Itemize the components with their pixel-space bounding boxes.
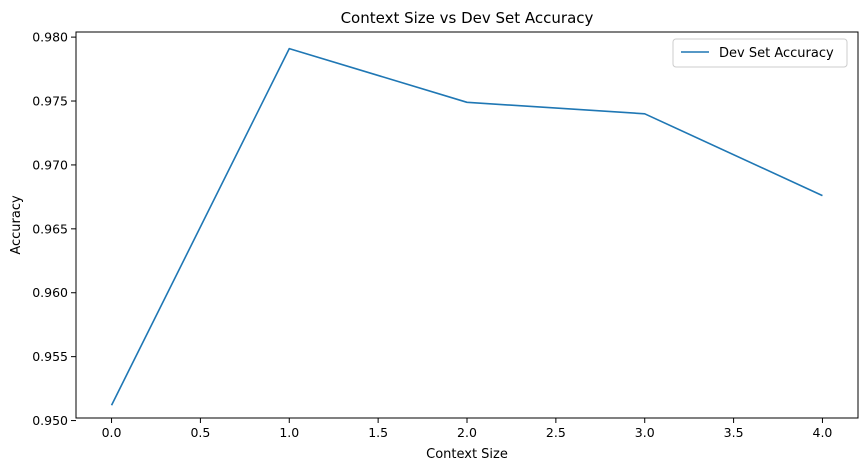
x-tick-label: 0.5 xyxy=(190,425,210,440)
y-tick-label: 0.950 xyxy=(32,413,68,428)
x-tick-label: 3.5 xyxy=(724,425,744,440)
x-tick-label: 1.5 xyxy=(368,425,388,440)
y-axis-label: Accuracy xyxy=(9,195,24,255)
y-tick-label: 0.975 xyxy=(32,94,68,109)
y-tick-label: 0.960 xyxy=(32,285,68,300)
x-tick-label: 0.0 xyxy=(102,425,122,440)
y-tick-label: 0.970 xyxy=(32,157,68,172)
x-tick-label: 2.0 xyxy=(457,425,477,440)
y-tick-label: 0.955 xyxy=(32,349,68,364)
x-tick-label: 4.0 xyxy=(813,425,833,440)
plot-frame xyxy=(75,31,859,419)
y-axis: 0.950 0.955 0.960 0.965 0.970 0.975 0.980 xyxy=(32,30,76,428)
series-line xyxy=(110,47,823,406)
series-layer xyxy=(110,47,823,406)
y-tick-label: 0.965 xyxy=(32,221,68,236)
x-tick-label: 3.0 xyxy=(635,425,655,440)
legend-box xyxy=(672,38,848,68)
x-axis: 0.0 0.5 1.0 1.5 2.0 2.5 3.0 3.5 4.0 xyxy=(102,418,833,440)
x-axis-label: Context Size xyxy=(426,447,508,462)
x-tick-label: 1.0 xyxy=(279,425,299,440)
legend-label: Dev Set Accuracy xyxy=(719,46,834,61)
plot-area xyxy=(75,31,859,419)
legend: Dev Set Accuracy xyxy=(672,38,848,68)
x-tick-label: 2.5 xyxy=(546,425,566,440)
y-tick-label: 0.980 xyxy=(32,30,68,45)
chart-title: Context Size vs Dev Set Accuracy xyxy=(341,9,594,27)
